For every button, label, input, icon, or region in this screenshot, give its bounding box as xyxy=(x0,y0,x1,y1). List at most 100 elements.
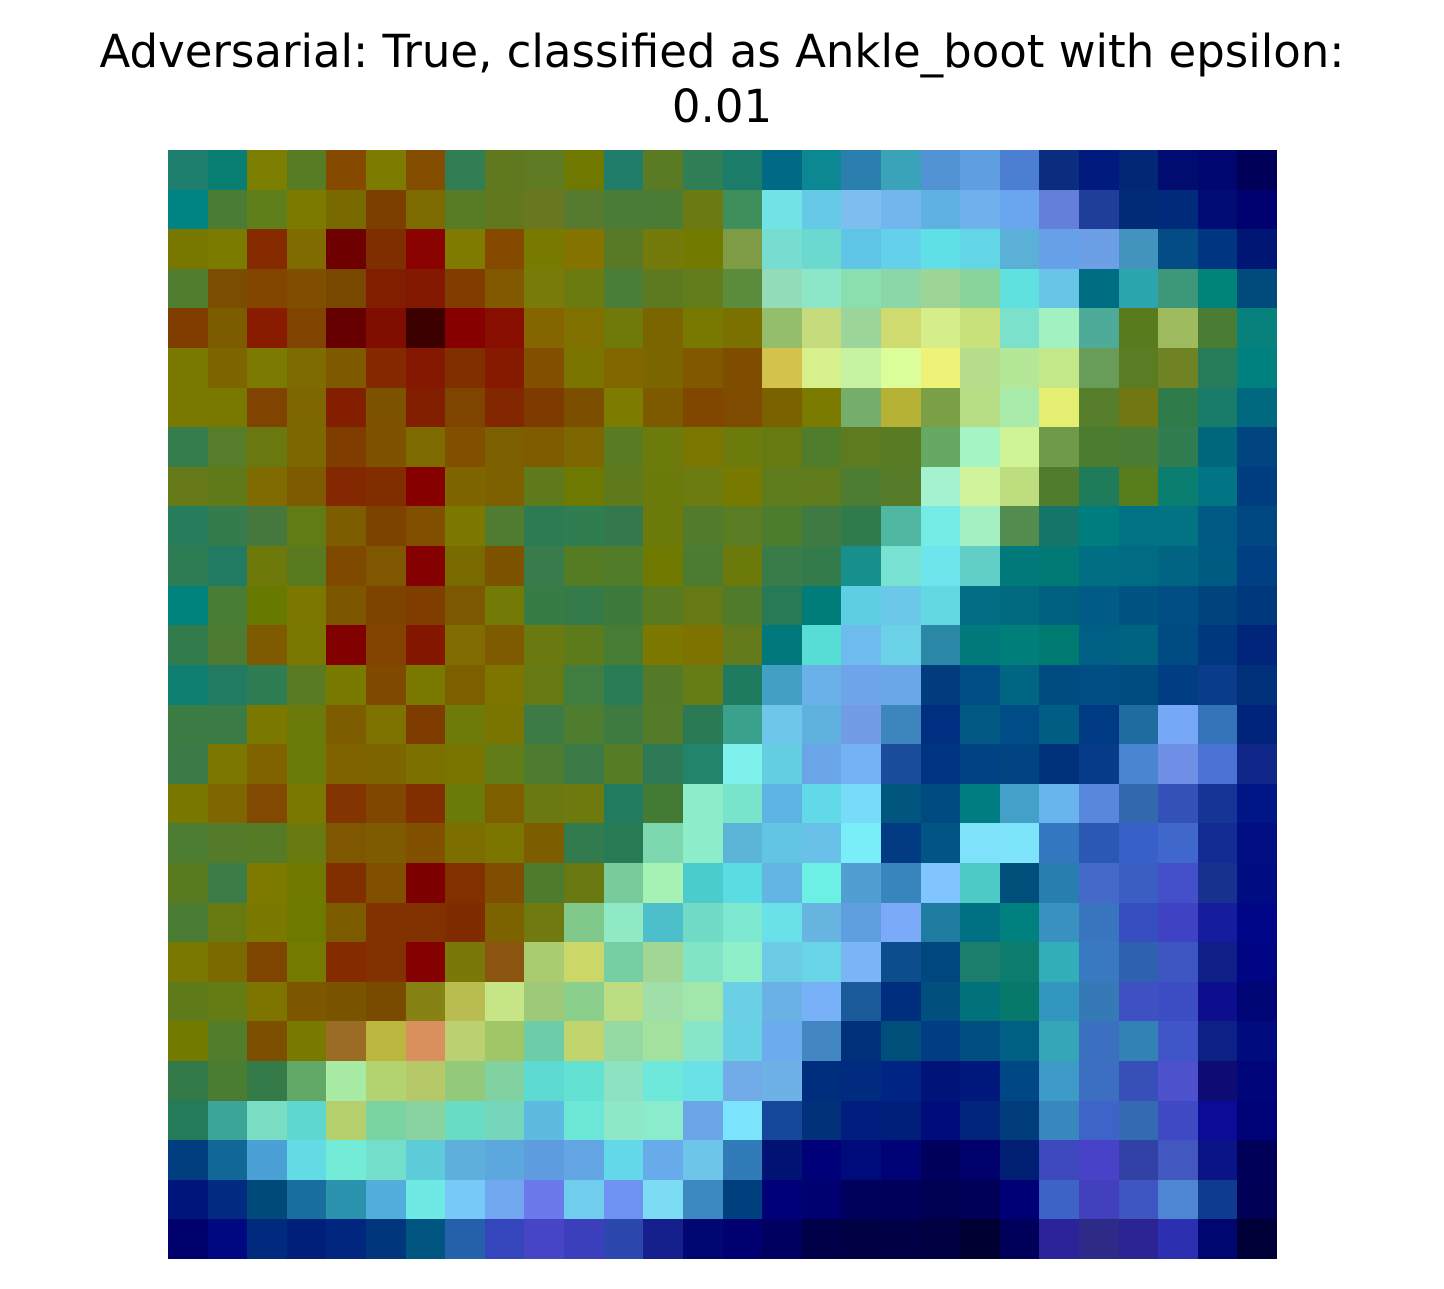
heatmap-pixel xyxy=(326,308,367,349)
heatmap-pixel xyxy=(564,981,604,1022)
heatmap-pixel xyxy=(960,625,1000,665)
heatmap-pixel xyxy=(999,1100,1040,1141)
heatmap-pixel xyxy=(445,546,485,586)
heatmap-pixel xyxy=(405,942,446,982)
heatmap-pixel xyxy=(643,862,683,903)
heatmap-pixel xyxy=(326,585,367,626)
heatmap-pixel xyxy=(524,1179,565,1220)
heatmap-pixel xyxy=(762,466,802,507)
heatmap-pixel xyxy=(682,902,723,943)
heatmap-pixel xyxy=(366,1100,406,1141)
heatmap-pixel xyxy=(999,268,1040,309)
heatmap-pixel xyxy=(168,981,208,1022)
heatmap-pixel xyxy=(207,308,248,349)
heatmap-pixel xyxy=(366,1021,406,1061)
heatmap-pixel xyxy=(762,268,802,309)
heatmap-pixel xyxy=(1197,466,1238,507)
heatmap-pixel xyxy=(999,1140,1040,1180)
heatmap-pixel xyxy=(207,585,248,626)
heatmap-pixel xyxy=(643,229,683,269)
heatmap-pixel xyxy=(1158,823,1198,863)
heatmap-pixel xyxy=(1158,308,1198,349)
heatmap-pixel xyxy=(1078,1021,1119,1061)
heatmap-pixel xyxy=(1039,585,1079,626)
heatmap-pixel xyxy=(1237,387,1277,428)
heatmap-pixel xyxy=(801,546,842,586)
heatmap-pixel xyxy=(524,823,565,863)
heatmap-pixel xyxy=(603,189,644,230)
heatmap-pixel xyxy=(484,625,525,665)
heatmap-pixel xyxy=(564,466,604,507)
heatmap-pixel xyxy=(207,1100,248,1141)
heatmap-pixel xyxy=(207,862,248,903)
heatmap-pixel xyxy=(722,546,763,586)
heatmap-pixel xyxy=(326,902,367,943)
heatmap-pixel xyxy=(405,348,446,388)
heatmap-pixel xyxy=(1197,1179,1238,1220)
heatmap-pixel xyxy=(207,981,248,1022)
heatmap-pixel xyxy=(524,189,565,230)
heatmap-pixel xyxy=(999,902,1040,943)
heatmap-pixel xyxy=(841,1021,881,1061)
heatmap-pixel xyxy=(801,506,842,547)
heatmap-pixel xyxy=(722,1021,763,1061)
heatmap-pixel xyxy=(1197,1100,1238,1141)
heatmap-pixel xyxy=(682,348,723,388)
heatmap-pixel xyxy=(801,427,842,467)
heatmap-pixel xyxy=(920,506,961,547)
heatmap-pixel xyxy=(960,1060,1000,1101)
heatmap-pixel xyxy=(1158,229,1198,269)
heatmap-pixel xyxy=(643,744,683,784)
heatmap-pixel xyxy=(326,348,367,388)
heatmap-pixel xyxy=(999,625,1040,665)
heatmap-pixel xyxy=(524,348,565,388)
heatmap-pixel xyxy=(1078,862,1119,903)
heatmap-pixel xyxy=(445,585,485,626)
heatmap-pixel xyxy=(1158,942,1198,982)
heatmap-pixel xyxy=(762,229,802,269)
heatmap-pixel xyxy=(762,783,802,824)
heatmap-pixel xyxy=(1039,981,1079,1022)
heatmap-pixel xyxy=(722,229,763,269)
heatmap-pixel xyxy=(1078,1140,1119,1180)
heatmap-pixel xyxy=(1237,1219,1277,1259)
heatmap-pixel xyxy=(999,427,1040,467)
heatmap-pixel xyxy=(920,1100,961,1141)
heatmap-pixel xyxy=(603,942,644,982)
heatmap-pixel xyxy=(920,823,961,863)
heatmap-pixel xyxy=(960,546,1000,586)
heatmap-pixel xyxy=(643,150,683,190)
heatmap-pixel xyxy=(643,1021,683,1061)
heatmap-pixel xyxy=(1078,704,1119,745)
heatmap-pixel xyxy=(207,823,248,863)
heatmap-pixel xyxy=(405,625,446,665)
heatmap-pixel xyxy=(682,783,723,824)
heatmap-pixel xyxy=(880,704,921,745)
heatmap-pixel xyxy=(207,902,248,943)
heatmap-pixel xyxy=(207,189,248,230)
heatmap-pixel xyxy=(643,268,683,309)
heatmap-pixel xyxy=(1158,506,1198,547)
heatmap-pixel xyxy=(762,1060,802,1101)
heatmap-pixel xyxy=(1118,268,1159,309)
heatmap-pixel xyxy=(643,387,683,428)
heatmap-pixel xyxy=(405,902,446,943)
heatmap-pixel xyxy=(168,466,208,507)
heatmap-pixel xyxy=(1118,1021,1159,1061)
heatmap-pixel xyxy=(484,150,525,190)
heatmap-pixel xyxy=(682,744,723,784)
heatmap-pixel xyxy=(880,308,921,349)
heatmap-pixel xyxy=(326,466,367,507)
heatmap-pixel xyxy=(643,942,683,982)
heatmap-pixel xyxy=(880,1100,921,1141)
heatmap-pixel xyxy=(1197,585,1238,626)
heatmap-pixel xyxy=(1158,1219,1198,1259)
heatmap-pixel xyxy=(1078,506,1119,547)
heatmap-pixel xyxy=(326,1219,367,1259)
heatmap-pixel xyxy=(722,942,763,982)
heatmap-pixel xyxy=(841,150,881,190)
heatmap-pixel xyxy=(207,268,248,309)
heatmap-pixel xyxy=(445,506,485,547)
heatmap-pixel xyxy=(1039,625,1079,665)
heatmap-pixel xyxy=(484,348,525,388)
